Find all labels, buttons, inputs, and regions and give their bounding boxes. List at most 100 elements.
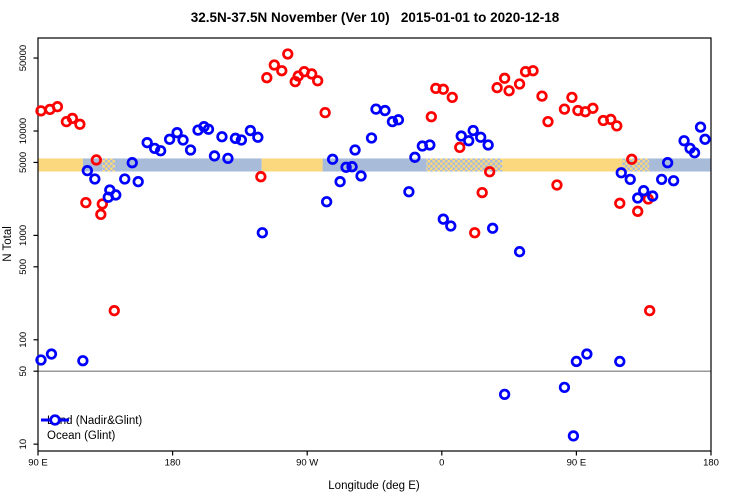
data-point-ocean <box>208 150 221 162</box>
data-point-land <box>282 48 294 60</box>
data-point-land <box>261 72 273 84</box>
data-point-ocean <box>149 142 161 155</box>
data-point-ocean <box>475 131 487 143</box>
x-tick-label: 90 E <box>567 458 587 469</box>
data-point-ocean <box>365 132 378 144</box>
legend: Land (Nadir&Glint) Ocean (Glint) <box>40 413 142 443</box>
legend-label-ocean: Ocean (Glint) <box>47 429 116 442</box>
data-point-land <box>255 171 267 183</box>
data-point-land <box>498 72 511 84</box>
data-point-land <box>542 115 554 128</box>
data-point-land <box>80 196 92 209</box>
data-point-ocean <box>392 114 405 126</box>
data-point-land <box>558 103 571 115</box>
data-point-land <box>605 113 617 126</box>
data-point-ocean <box>244 124 257 137</box>
data-point-ocean <box>340 161 352 173</box>
data-point-ocean <box>463 135 475 147</box>
data-point-ocean <box>570 355 583 368</box>
data-point-ocean <box>45 348 58 360</box>
data-point-land <box>319 106 331 119</box>
data-point-ocean <box>467 124 479 137</box>
data-point-land <box>35 105 47 117</box>
data-point-land <box>276 65 288 77</box>
band-segment-land <box>502 158 623 172</box>
y-tick-label: 10 <box>18 439 29 450</box>
data-point-land <box>566 91 578 104</box>
x-axis-title: Longitude (deg E) <box>328 480 420 492</box>
data-point-land <box>90 154 102 166</box>
data-point-ocean <box>320 196 333 208</box>
data-point-ocean <box>126 157 138 169</box>
data-point-ocean <box>35 354 47 366</box>
data-point-ocean <box>386 115 399 128</box>
legend-label-land: Land (Nadir&Glint) <box>47 414 143 427</box>
y-tick-label: 5000 <box>18 152 29 173</box>
data-point-ocean <box>202 123 215 135</box>
band-segment-mixed <box>426 158 503 172</box>
data-point-land <box>96 198 108 210</box>
data-point-ocean <box>379 104 391 117</box>
y-tick-label: 50000 <box>18 45 29 71</box>
data-point-land <box>513 78 526 90</box>
data-point-ocean <box>184 144 197 156</box>
band-segment-ocean <box>82 158 103 172</box>
data-point-ocean <box>154 145 167 157</box>
data-point-ocean <box>370 103 382 115</box>
x-tick-label: 90 W <box>296 458 318 469</box>
data-point-land <box>108 305 120 317</box>
data-point-ocean <box>252 131 264 143</box>
plot-border <box>37 37 712 452</box>
band-segment-ocean <box>649 158 711 172</box>
data-point-ocean <box>334 176 346 188</box>
data-point-land <box>503 85 515 97</box>
y-axis-title: N Total <box>2 226 14 262</box>
data-point-ocean <box>89 173 101 185</box>
data-point-ocean <box>403 186 415 198</box>
data-point-land <box>437 83 449 95</box>
data-point-ocean <box>77 355 89 367</box>
data-point-ocean <box>132 176 144 188</box>
data-point-ocean <box>256 227 268 239</box>
data-point-ocean <box>632 192 644 204</box>
data-point-land <box>74 118 86 130</box>
data-point-ocean <box>163 133 176 145</box>
data-point-ocean <box>346 161 358 173</box>
data-point-ocean <box>171 127 183 139</box>
y-tick-label: 50 <box>18 366 29 377</box>
data-point-ocean <box>678 135 690 147</box>
x-tick-label: 90 E <box>28 458 48 469</box>
band-segment-mixed <box>102 158 116 172</box>
x-tick-label: 0 <box>439 458 444 469</box>
data-point-ocean <box>581 348 593 360</box>
data-point-ocean <box>229 132 242 144</box>
data-point-ocean <box>688 147 701 159</box>
data-point-ocean <box>513 246 526 258</box>
data-point-ocean <box>624 173 636 186</box>
axes-layer: 10 50 100 500 1000 5000 10000 50000 90 E 180 90 W 0… <box>18 37 719 469</box>
data-point-land <box>484 166 496 178</box>
data-point-ocean <box>661 157 674 169</box>
data-point-ocean <box>409 151 421 163</box>
data-point-land <box>644 305 656 317</box>
y-tick-label: 500 <box>18 259 29 275</box>
data-point-ocean <box>647 190 659 202</box>
data-point-ocean <box>482 139 494 151</box>
data-point-ocean <box>614 355 626 368</box>
data-point-ocean <box>437 213 449 225</box>
data-point-ocean <box>235 134 248 146</box>
data-point-land <box>632 205 644 217</box>
data-point-land <box>491 82 503 94</box>
data-point-land <box>469 227 481 239</box>
data-point-land <box>446 91 458 104</box>
data-point-ocean <box>445 220 457 232</box>
data-point-land <box>614 197 626 209</box>
data-point-ocean <box>355 170 367 182</box>
data-point-land <box>611 120 623 132</box>
y-tick-label: 10000 <box>18 118 29 144</box>
data-point-land <box>289 76 301 88</box>
data-point-ocean <box>141 137 153 149</box>
data-point-land <box>95 208 107 221</box>
